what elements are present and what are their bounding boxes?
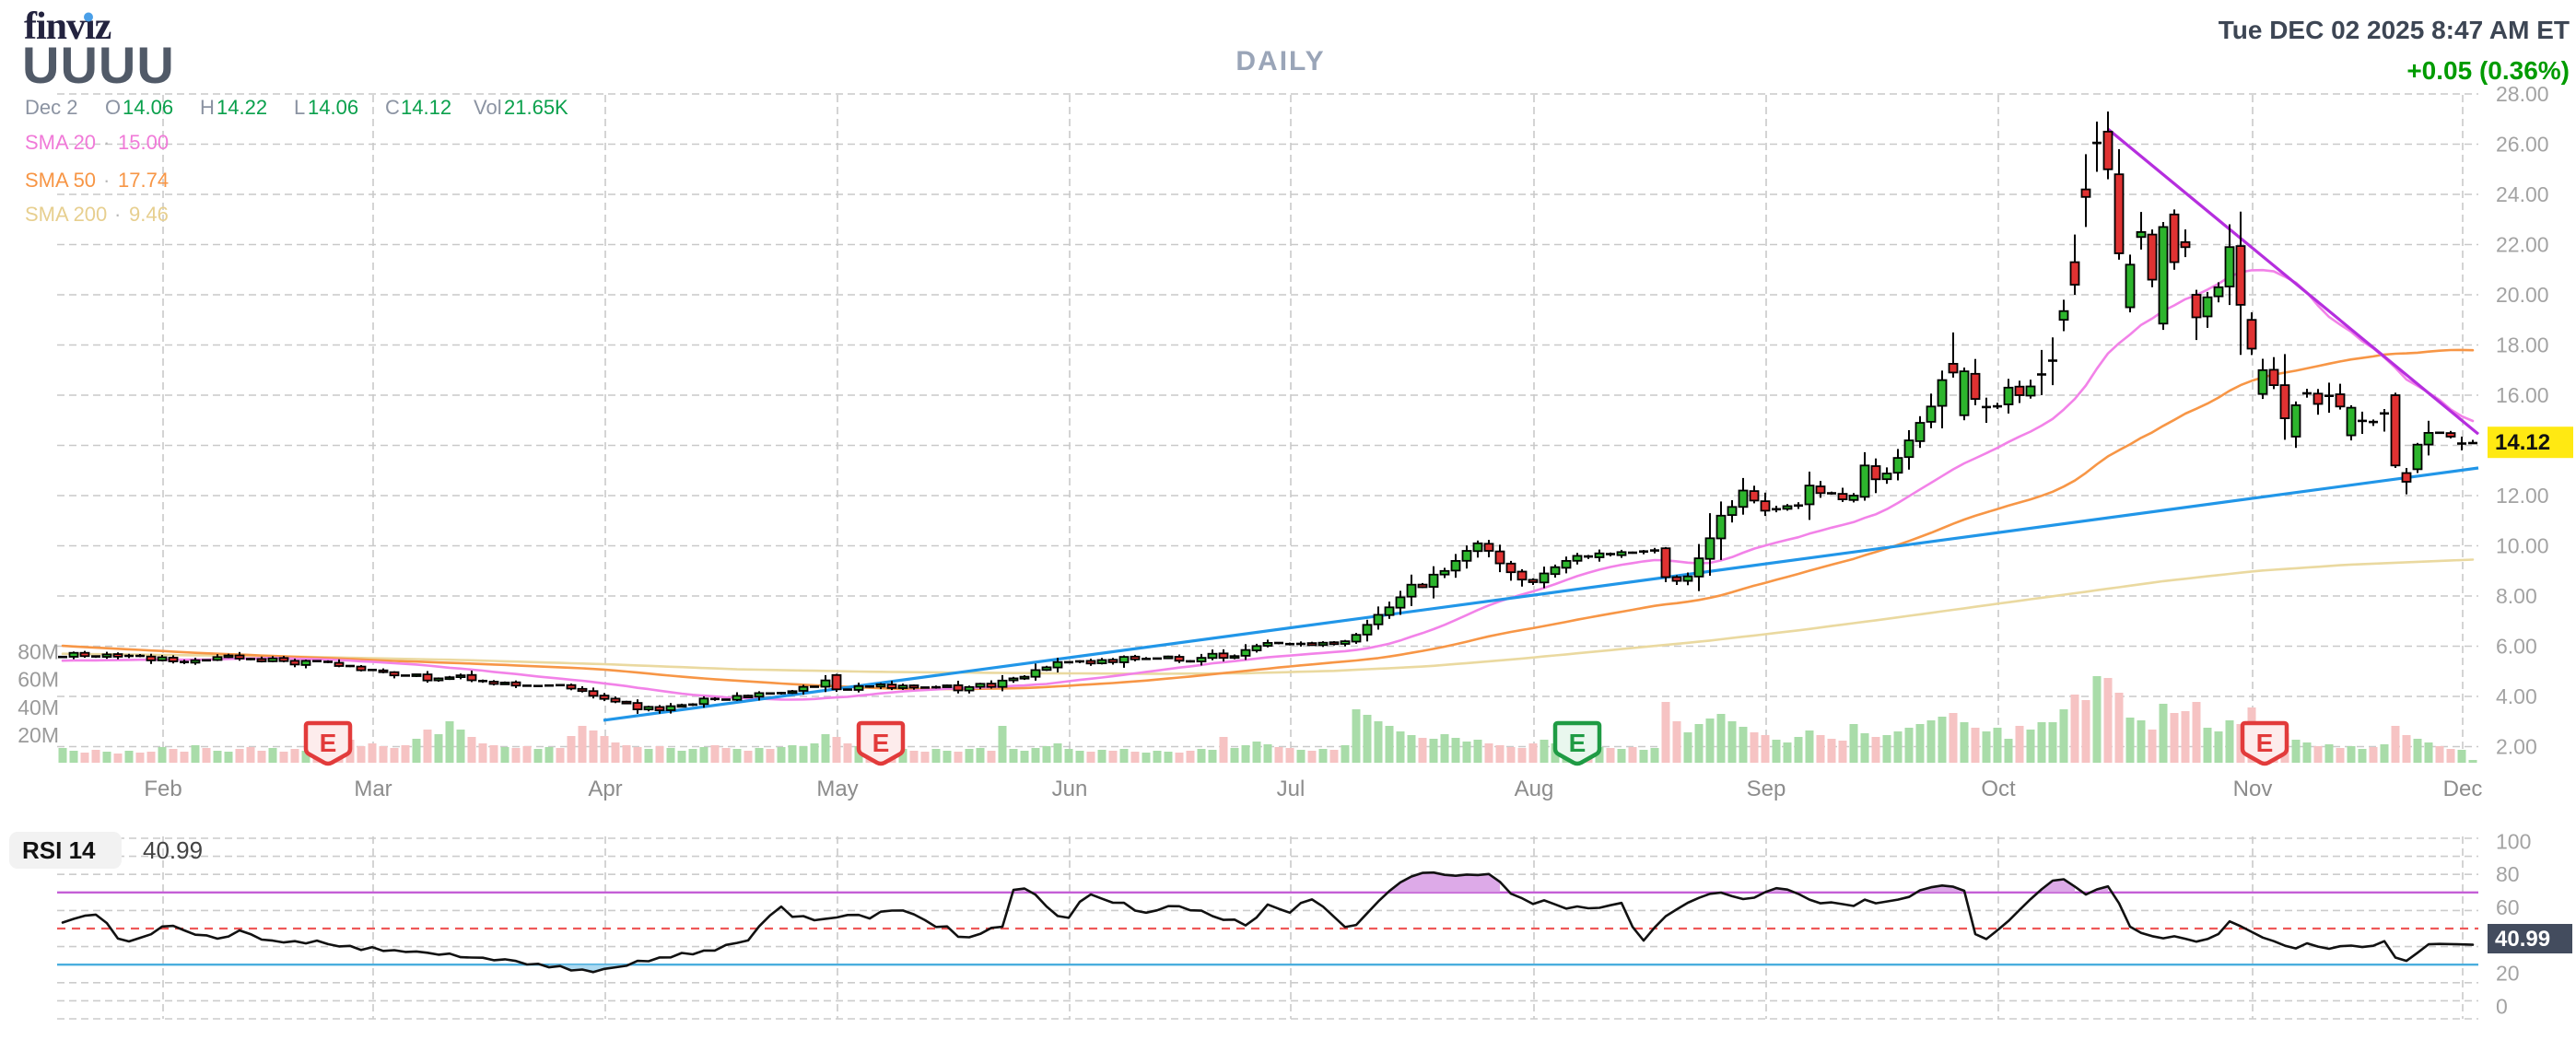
svg-text:Tue DEC 02 2025 8:47 AM ET: Tue DEC 02 2025 8:47 AM ET	[2219, 16, 2570, 44]
svg-text:14.12: 14.12	[401, 96, 451, 119]
svg-text:4.00: 4.00	[2496, 684, 2537, 708]
svg-text:SMA 20: SMA 20	[25, 131, 96, 154]
svg-text:Apr: Apr	[588, 777, 622, 801]
svg-text:80: 80	[2496, 862, 2520, 886]
svg-text:26.00: 26.00	[2496, 133, 2549, 157]
svg-text:O: O	[105, 96, 121, 119]
svg-text:Feb: Feb	[144, 777, 181, 801]
svg-text:10.00: 10.00	[2496, 534, 2549, 558]
svg-text:20: 20	[2496, 962, 2520, 986]
svg-text:14.12: 14.12	[2495, 430, 2550, 455]
svg-text:21.65K: 21.65K	[504, 96, 568, 119]
svg-text:C: C	[385, 96, 400, 119]
svg-text:·: ·	[114, 203, 121, 226]
svg-text:UUUU: UUUU	[22, 36, 175, 94]
svg-text:Vol: Vol	[474, 96, 502, 119]
svg-text:L: L	[294, 96, 305, 119]
svg-text:18.00: 18.00	[2496, 333, 2549, 357]
svg-text:E: E	[320, 729, 337, 757]
svg-text:22.00: 22.00	[2496, 233, 2549, 257]
svg-text:20M: 20M	[18, 723, 59, 747]
svg-text:RSI 14: RSI 14	[22, 836, 96, 864]
svg-text:Aug: Aug	[1515, 777, 1554, 801]
svg-text:80M: 80M	[18, 640, 59, 664]
svg-text:20.00: 20.00	[2496, 283, 2549, 307]
svg-text:60M: 60M	[18, 668, 59, 692]
svg-text:SMA 50: SMA 50	[25, 169, 96, 192]
svg-text:SMA 200: SMA 200	[25, 203, 107, 226]
svg-text:16.00: 16.00	[2496, 383, 2549, 407]
svg-text:0: 0	[2496, 994, 2508, 1018]
svg-text:100: 100	[2496, 829, 2531, 853]
svg-text:14.06: 14.06	[123, 96, 173, 119]
svg-text:2.00: 2.00	[2496, 735, 2537, 759]
svg-text:17.74: 17.74	[118, 169, 169, 192]
svg-text:H: H	[200, 96, 215, 119]
svg-text:28.00: 28.00	[2496, 82, 2549, 106]
svg-text:12.00: 12.00	[2496, 484, 2549, 508]
svg-text:Mar: Mar	[354, 777, 392, 801]
svg-text:E: E	[1569, 729, 1587, 757]
svg-text:DAILY: DAILY	[1235, 46, 1325, 76]
svg-text:40.99: 40.99	[2495, 927, 2550, 952]
svg-text:finvız: finvız	[24, 6, 111, 48]
svg-text:May: May	[816, 777, 858, 801]
svg-text:14.06: 14.06	[308, 96, 358, 119]
svg-text:+0.05 (0.36%): +0.05 (0.36%)	[2406, 56, 2570, 85]
svg-text:15.00: 15.00	[118, 131, 169, 154]
svg-text:Dec 2: Dec 2	[25, 96, 77, 119]
svg-text:Oct: Oct	[1981, 777, 2016, 801]
svg-text:Jul: Jul	[1277, 777, 1306, 801]
svg-text:Sep: Sep	[1747, 777, 1786, 801]
svg-text:6.00: 6.00	[2496, 635, 2537, 659]
svg-text:40.99: 40.99	[143, 836, 203, 864]
svg-text:9.46: 9.46	[129, 203, 169, 226]
svg-text:E: E	[2256, 729, 2274, 757]
svg-text:8.00: 8.00	[2496, 584, 2537, 608]
svg-text:40M: 40M	[18, 695, 59, 719]
svg-text:Jun: Jun	[1052, 777, 1088, 801]
svg-text:E: E	[872, 729, 890, 757]
svg-text:60: 60	[2496, 895, 2520, 919]
svg-text:·: ·	[103, 169, 110, 192]
svg-text:14.22: 14.22	[217, 96, 267, 119]
svg-text:Dec: Dec	[2443, 777, 2483, 801]
svg-text:·: ·	[103, 131, 110, 154]
svg-text:24.00: 24.00	[2496, 182, 2549, 206]
svg-text:Nov: Nov	[2233, 777, 2273, 801]
